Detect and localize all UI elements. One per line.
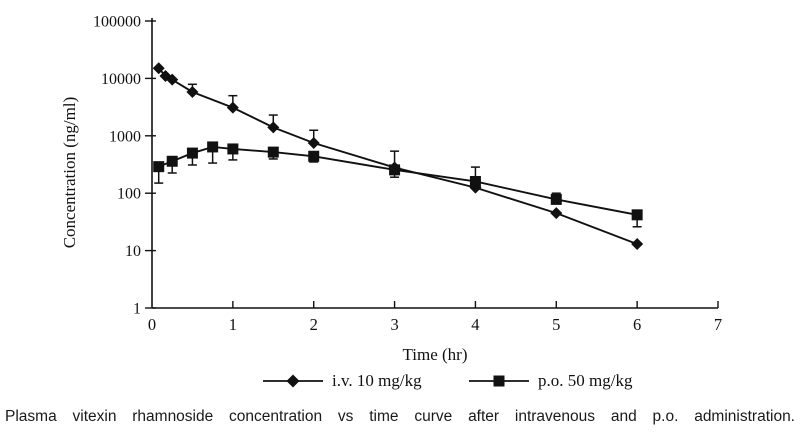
diamond-marker	[166, 73, 179, 86]
y-tick-label: 10000	[101, 71, 141, 88]
x-tick-label: 6	[633, 315, 641, 334]
square-marker	[308, 150, 320, 162]
diamond-marker	[226, 101, 239, 114]
figure-caption: Plasma vitexin rhamnoside concentration …	[5, 408, 795, 425]
x-tick-label: 0	[148, 315, 156, 334]
diamond-marker	[186, 85, 199, 98]
square-marker	[207, 141, 219, 153]
y-tick-label: 100	[117, 186, 141, 203]
series-line-square	[158, 145, 638, 216]
x-axis-title: Time (hr)	[402, 345, 467, 364]
chart-legend: i.v. 10 mg/kg p.o. 50 mg/kg	[0, 370, 800, 394]
y-tick-label: 10	[125, 243, 141, 260]
square-marker	[153, 161, 165, 173]
x-tick-label: 3	[390, 315, 398, 334]
square-marker	[227, 143, 239, 155]
square-marker	[166, 155, 178, 167]
y-tick-label: 100000	[93, 14, 141, 31]
x-tick-label: 4	[471, 315, 479, 334]
legend-label-iv: i.v. 10 mg/kg	[332, 371, 422, 390]
y-tick-label: 1	[133, 301, 141, 318]
x-tick-label: 5	[552, 315, 560, 334]
y-tick-label: 1000	[109, 128, 141, 145]
y-axis-title: Concentration (ng/ml)	[60, 97, 79, 249]
diamond-marker	[267, 121, 280, 134]
diamond-marker	[550, 207, 563, 220]
diamond-marker	[631, 238, 644, 251]
x-tick-label: 7	[714, 315, 722, 334]
iv-series-marker-icon	[263, 374, 323, 388]
po-series-marker-icon	[469, 375, 529, 387]
diamond-marker	[307, 136, 320, 149]
square-marker	[186, 147, 198, 159]
square-marker	[389, 164, 401, 176]
x-tick-label: 2	[310, 315, 318, 334]
legend-entry-po: p.o. 50 mg/kg	[468, 370, 632, 392]
square-marker	[550, 193, 562, 205]
x-tick-label: 1	[229, 315, 237, 334]
legend-entry-iv: i.v. 10 mg/kg	[262, 370, 422, 392]
square-marker	[469, 175, 481, 187]
square-marker	[267, 146, 279, 158]
diamond-marker	[152, 62, 165, 75]
series-line-diamond	[157, 67, 638, 245]
legend-label-po: p.o. 50 mg/kg	[538, 371, 633, 390]
square-marker	[631, 209, 643, 221]
